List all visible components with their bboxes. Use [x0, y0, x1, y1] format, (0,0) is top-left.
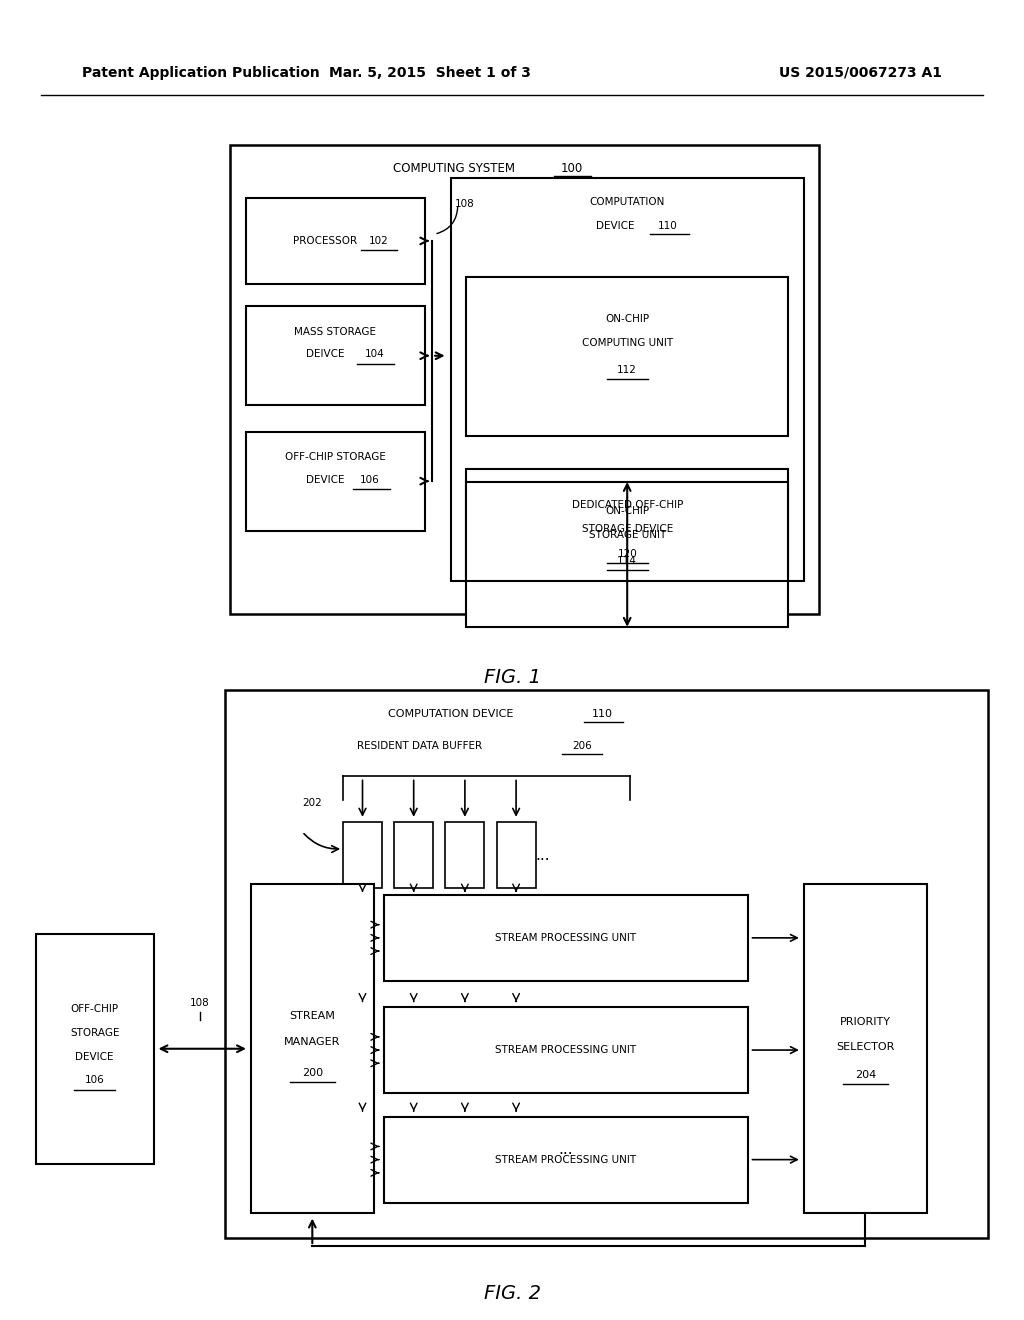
- FancyBboxPatch shape: [451, 178, 804, 581]
- FancyBboxPatch shape: [466, 469, 788, 627]
- Text: DEVICE: DEVICE: [596, 220, 634, 231]
- FancyBboxPatch shape: [384, 1007, 748, 1093]
- Text: PRIORITY: PRIORITY: [840, 1018, 891, 1027]
- FancyBboxPatch shape: [225, 690, 988, 1238]
- FancyBboxPatch shape: [343, 822, 382, 888]
- Text: MANAGER: MANAGER: [284, 1038, 341, 1047]
- FancyBboxPatch shape: [394, 822, 433, 888]
- Text: 202: 202: [302, 797, 323, 808]
- Text: 106: 106: [85, 1076, 104, 1085]
- Text: 200: 200: [302, 1068, 323, 1077]
- Text: STREAM PROCESSING UNIT: STREAM PROCESSING UNIT: [496, 1155, 636, 1164]
- FancyBboxPatch shape: [384, 1117, 748, 1203]
- Text: 100: 100: [561, 162, 583, 176]
- Text: ON-CHIP: ON-CHIP: [605, 314, 649, 325]
- Text: OFF-CHIP: OFF-CHIP: [71, 1005, 119, 1014]
- FancyBboxPatch shape: [466, 482, 788, 581]
- FancyBboxPatch shape: [246, 432, 425, 531]
- Text: COMPUTATION: COMPUTATION: [590, 197, 665, 207]
- Text: STREAM PROCESSING UNIT: STREAM PROCESSING UNIT: [496, 933, 636, 942]
- Text: PROCESSOR: PROCESSOR: [293, 236, 357, 246]
- Text: FIG. 1: FIG. 1: [483, 668, 541, 686]
- Text: 110: 110: [592, 709, 612, 719]
- FancyBboxPatch shape: [466, 277, 788, 436]
- Text: STORAGE: STORAGE: [70, 1028, 120, 1038]
- Text: 206: 206: [571, 741, 592, 751]
- FancyBboxPatch shape: [36, 933, 154, 1164]
- Text: ON-CHIP: ON-CHIP: [605, 506, 649, 516]
- Text: 108: 108: [189, 998, 210, 1007]
- Text: STORAGE DEVICE: STORAGE DEVICE: [582, 524, 673, 533]
- Text: 102: 102: [369, 236, 388, 246]
- FancyBboxPatch shape: [804, 884, 927, 1213]
- Text: COMPUTING SYSTEM: COMPUTING SYSTEM: [393, 162, 515, 176]
- Text: 106: 106: [360, 475, 380, 484]
- Text: 204: 204: [855, 1071, 876, 1080]
- FancyBboxPatch shape: [445, 822, 484, 888]
- Text: 120: 120: [617, 549, 637, 558]
- Text: 108: 108: [455, 199, 474, 209]
- Text: US 2015/0067273 A1: US 2015/0067273 A1: [779, 66, 942, 79]
- Text: OFF-CHIP STORAGE: OFF-CHIP STORAGE: [285, 453, 386, 462]
- Text: MASS STORAGE: MASS STORAGE: [294, 327, 377, 337]
- Text: ...: ...: [558, 1142, 573, 1158]
- FancyBboxPatch shape: [251, 884, 374, 1213]
- Text: ...: ...: [536, 847, 550, 863]
- Text: Mar. 5, 2015  Sheet 1 of 3: Mar. 5, 2015 Sheet 1 of 3: [329, 66, 531, 79]
- Text: DEDICATED OFF-CHIP: DEDICATED OFF-CHIP: [571, 500, 683, 510]
- Text: DEIVCE: DEIVCE: [306, 350, 344, 359]
- Text: DEVICE: DEVICE: [76, 1052, 114, 1061]
- Text: 110: 110: [658, 220, 678, 231]
- FancyBboxPatch shape: [497, 822, 536, 888]
- FancyBboxPatch shape: [230, 145, 819, 614]
- Text: DEVICE: DEVICE: [306, 475, 344, 484]
- Text: FIG. 2: FIG. 2: [483, 1284, 541, 1303]
- Text: 114: 114: [617, 556, 637, 566]
- Text: COMPUTING UNIT: COMPUTING UNIT: [582, 338, 673, 348]
- Text: Patent Application Publication: Patent Application Publication: [82, 66, 319, 79]
- Text: COMPUTATION DEVICE: COMPUTATION DEVICE: [388, 709, 513, 719]
- Text: STREAM PROCESSING UNIT: STREAM PROCESSING UNIT: [496, 1045, 636, 1055]
- FancyBboxPatch shape: [246, 306, 425, 405]
- Text: 104: 104: [365, 350, 384, 359]
- Text: RESIDENT DATA BUFFER: RESIDENT DATA BUFFER: [357, 741, 482, 751]
- Text: STREAM: STREAM: [290, 1011, 335, 1020]
- FancyBboxPatch shape: [384, 895, 748, 981]
- Text: SELECTOR: SELECTOR: [836, 1043, 895, 1052]
- Text: 112: 112: [617, 364, 637, 375]
- Text: STORAGE UNIT: STORAGE UNIT: [589, 529, 666, 540]
- FancyBboxPatch shape: [246, 198, 425, 284]
